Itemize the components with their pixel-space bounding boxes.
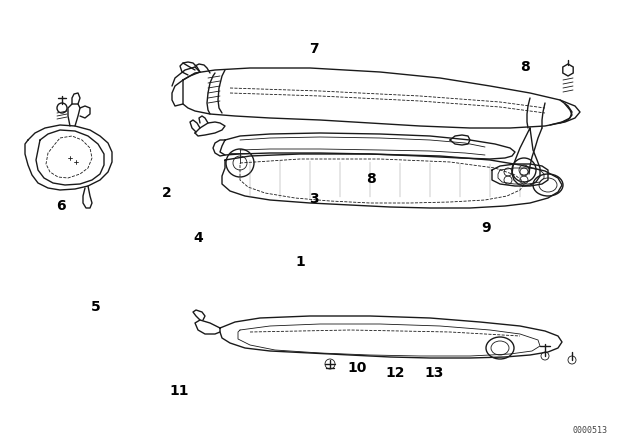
- Text: 3: 3: [308, 192, 319, 207]
- Text: 0000513: 0000513: [573, 426, 607, 435]
- Text: 12: 12: [386, 366, 405, 380]
- Text: 9: 9: [481, 221, 492, 236]
- Text: 7: 7: [308, 42, 319, 56]
- Text: 11: 11: [170, 383, 189, 398]
- Text: 4: 4: [193, 231, 204, 246]
- Text: 5: 5: [91, 300, 101, 314]
- Text: 13: 13: [424, 366, 444, 380]
- Text: 1: 1: [296, 255, 306, 269]
- Text: 8: 8: [366, 172, 376, 186]
- Text: 2: 2: [161, 185, 172, 200]
- Text: 6: 6: [56, 199, 66, 213]
- Text: 8: 8: [520, 60, 530, 74]
- Text: 10: 10: [348, 361, 367, 375]
